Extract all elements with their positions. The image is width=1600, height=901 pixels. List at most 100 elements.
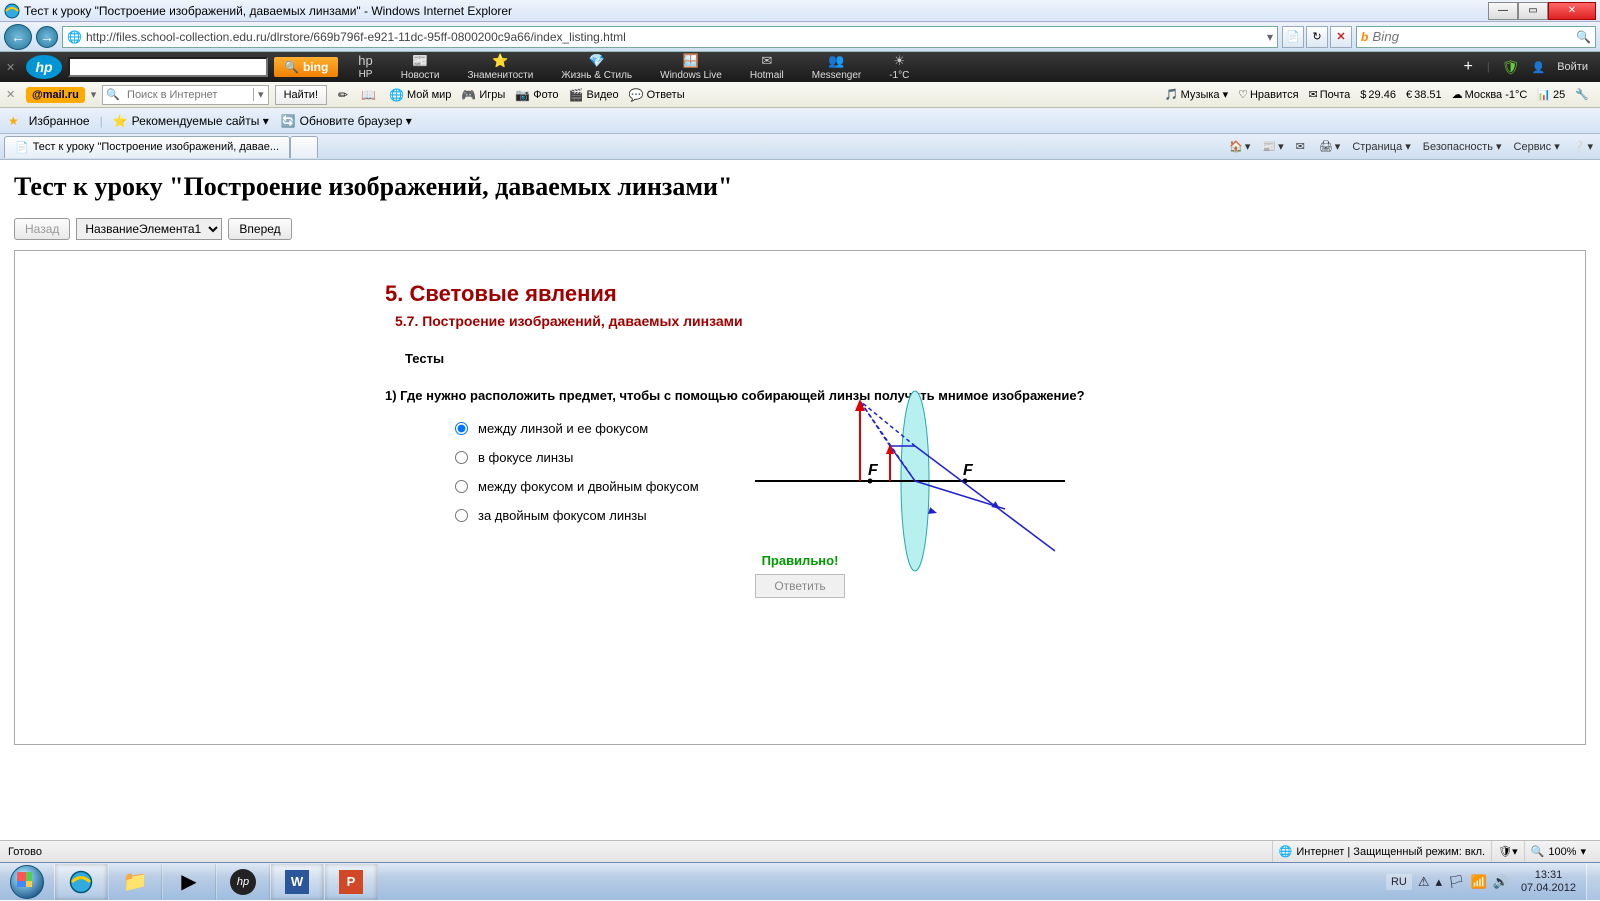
- hp-login[interactable]: Войти: [1551, 61, 1594, 73]
- mail-right-item[interactable]: $29.46: [1357, 89, 1399, 101]
- shield-icon[interactable]: 🛡: [1496, 59, 1526, 76]
- page-content: Тест к уроку "Построение изображений, да…: [0, 160, 1600, 752]
- fav-item[interactable]: ⭐Рекомендуемые сайты ▾: [113, 114, 269, 128]
- hp-user-icon[interactable]: 👤: [1532, 61, 1546, 74]
- hp-item[interactable]: ☀-1°C: [875, 53, 923, 81]
- forward-button[interactable]: →: [36, 26, 58, 48]
- tabtool-icon: ❔: [1572, 140, 1586, 153]
- url-dropdown-icon[interactable]: ▾: [1267, 30, 1273, 44]
- address-bar: ← → 🌐 ▾ 📄 ↻ ✕ b 🔍: [0, 22, 1600, 52]
- tabtool-item[interactable]: ✉: [1293, 140, 1310, 153]
- taskbar-word[interactable]: W: [270, 864, 324, 900]
- tab-active[interactable]: 📄 Тест к уроку "Построение изображений, …: [4, 136, 290, 158]
- mail-right-item[interactable]: ♡Нравится: [1235, 88, 1301, 101]
- tray-flag-icon[interactable]: 🏳: [1448, 874, 1465, 890]
- answer-radio[interactable]: [455, 509, 468, 522]
- compat-icon[interactable]: 📄: [1282, 26, 1304, 48]
- nav-forward-button[interactable]: Вперед: [228, 218, 291, 240]
- back-button[interactable]: ←: [4, 24, 32, 50]
- tray-lang[interactable]: RU: [1386, 874, 1412, 890]
- maximize-button[interactable]: ▭: [1518, 2, 1548, 20]
- tray-volume-icon[interactable]: 🔊: [1493, 874, 1509, 890]
- mail-right-item[interactable]: ☁Москва -1°C: [1449, 88, 1531, 101]
- tabtool-item[interactable]: ❔▾: [1569, 140, 1596, 153]
- search-box[interactable]: b 🔍: [1356, 26, 1596, 48]
- mail-dropdown-icon[interactable]: ▾: [91, 88, 97, 101]
- fav-item-icon: ⭐: [113, 114, 128, 128]
- mail-item-label: Игры: [479, 89, 505, 101]
- tray-alert-icon[interactable]: ⚠: [1418, 874, 1430, 890]
- tabtool-item[interactable]: 🏠▾: [1226, 140, 1253, 153]
- hp-item[interactable]: 🪟Windows Live: [646, 53, 736, 81]
- mail-right-item[interactable]: 📊25: [1534, 88, 1568, 101]
- url-input[interactable]: [86, 30, 1263, 44]
- element-select[interactable]: НазваниеЭлемента1: [76, 218, 222, 240]
- answer-radio[interactable]: [455, 480, 468, 493]
- hp-item[interactable]: 👥Messenger: [798, 53, 875, 81]
- mail-search[interactable]: 🔍 ▾: [102, 85, 268, 105]
- mail-item[interactable]: ✏: [333, 88, 356, 102]
- hp-item[interactable]: ⭐Знаменитости: [453, 53, 547, 81]
- mail-find-button[interactable]: Найти!: [275, 85, 327, 105]
- mail-item[interactable]: 🎬Видео: [564, 88, 624, 102]
- mail-item[interactable]: 🌐Мой мир: [384, 88, 456, 102]
- mail-right-item[interactable]: €38.51: [1403, 89, 1445, 101]
- taskbar-ie[interactable]: [54, 864, 108, 900]
- favorites-label[interactable]: Избранное: [29, 114, 90, 128]
- tabtool-item[interactable]: Безопасность ▾: [1420, 140, 1505, 153]
- close-mailbar-icon[interactable]: ✕: [6, 88, 20, 101]
- mailru-logo[interactable]: @mail.ru: [26, 87, 85, 103]
- tabtool-item[interactable]: 📰▾: [1259, 140, 1286, 153]
- answer-radio[interactable]: [455, 451, 468, 464]
- tabtool-item[interactable]: Страница ▾: [1349, 140, 1413, 153]
- hp-add-icon[interactable]: +: [1456, 58, 1481, 76]
- hp-item[interactable]: ✉Hotmail: [736, 53, 798, 81]
- stop-icon[interactable]: ✕: [1330, 26, 1352, 48]
- hp-search-input[interactable]: [68, 57, 268, 77]
- close-hpbar-icon[interactable]: ✕: [6, 61, 20, 74]
- mail-item[interactable]: 💬Ответы: [624, 88, 690, 102]
- tray-clock[interactable]: 13:3107.04.2012: [1515, 869, 1582, 895]
- ie-icon: [4, 3, 20, 19]
- mail-item[interactable]: 📷Фото: [510, 88, 563, 102]
- mail-search-input[interactable]: [123, 89, 253, 101]
- bing-button[interactable]: 🔍bing: [274, 57, 338, 77]
- url-box[interactable]: 🌐 ▾: [62, 26, 1278, 48]
- nav-back-button[interactable]: Назад: [14, 218, 70, 240]
- tabtool-item[interactable]: Сервис ▾: [1511, 140, 1563, 153]
- hp-item-icon: 👥: [828, 53, 844, 69]
- answer-radio[interactable]: [455, 422, 468, 435]
- tabtool-item[interactable]: 🖨▾: [1316, 140, 1344, 153]
- mail-item-label: Фото: [533, 89, 558, 101]
- refresh-icon[interactable]: ↻: [1306, 26, 1328, 48]
- hp-item[interactable]: 💎Жизнь & Стиль: [547, 53, 646, 81]
- tests-label: Тесты: [405, 351, 1215, 366]
- mail-right-item[interactable]: ✉Почта: [1306, 88, 1354, 101]
- hp-item[interactable]: 📰Новости: [387, 53, 454, 81]
- close-button[interactable]: ✕: [1548, 2, 1596, 20]
- search-input[interactable]: [1372, 29, 1572, 44]
- search-go-icon[interactable]: 🔍: [1576, 30, 1591, 44]
- show-desktop-button[interactable]: [1586, 863, 1600, 901]
- status-zoom[interactable]: 🔍100%▾: [1524, 841, 1592, 862]
- status-protected-mode-icon[interactable]: 🛡▾: [1491, 841, 1524, 862]
- start-button[interactable]: [0, 863, 54, 901]
- minimize-button[interactable]: —: [1488, 2, 1518, 20]
- tray-network-icon[interactable]: 📶: [1471, 874, 1487, 890]
- mail-item[interactable]: 📖: [356, 88, 384, 102]
- favorites-star-icon[interactable]: ★: [8, 114, 19, 128]
- mail-item[interactable]: 🎮Игры: [456, 88, 510, 102]
- mail-right-item[interactable]: 🔧: [1572, 88, 1594, 101]
- fav-item[interactable]: 🔄Обновите браузер ▾: [281, 114, 412, 128]
- taskbar-powerpoint[interactable]: P: [324, 864, 378, 900]
- mail-right-item[interactable]: 🎵Музыка ▾: [1162, 88, 1231, 101]
- tabtool-label: ▾: [1278, 140, 1284, 153]
- taskbar-explorer[interactable]: 📁: [108, 864, 162, 900]
- mail-search-dropdown[interactable]: ▾: [253, 88, 268, 101]
- taskbar-hp[interactable]: hp: [216, 864, 270, 900]
- hp-item[interactable]: hpHP: [344, 53, 386, 81]
- hp-logo[interactable]: hp: [26, 55, 62, 79]
- new-tab-button[interactable]: [290, 136, 318, 158]
- tray-up-icon[interactable]: ▴: [1436, 874, 1443, 890]
- taskbar-media[interactable]: ▶: [162, 864, 216, 900]
